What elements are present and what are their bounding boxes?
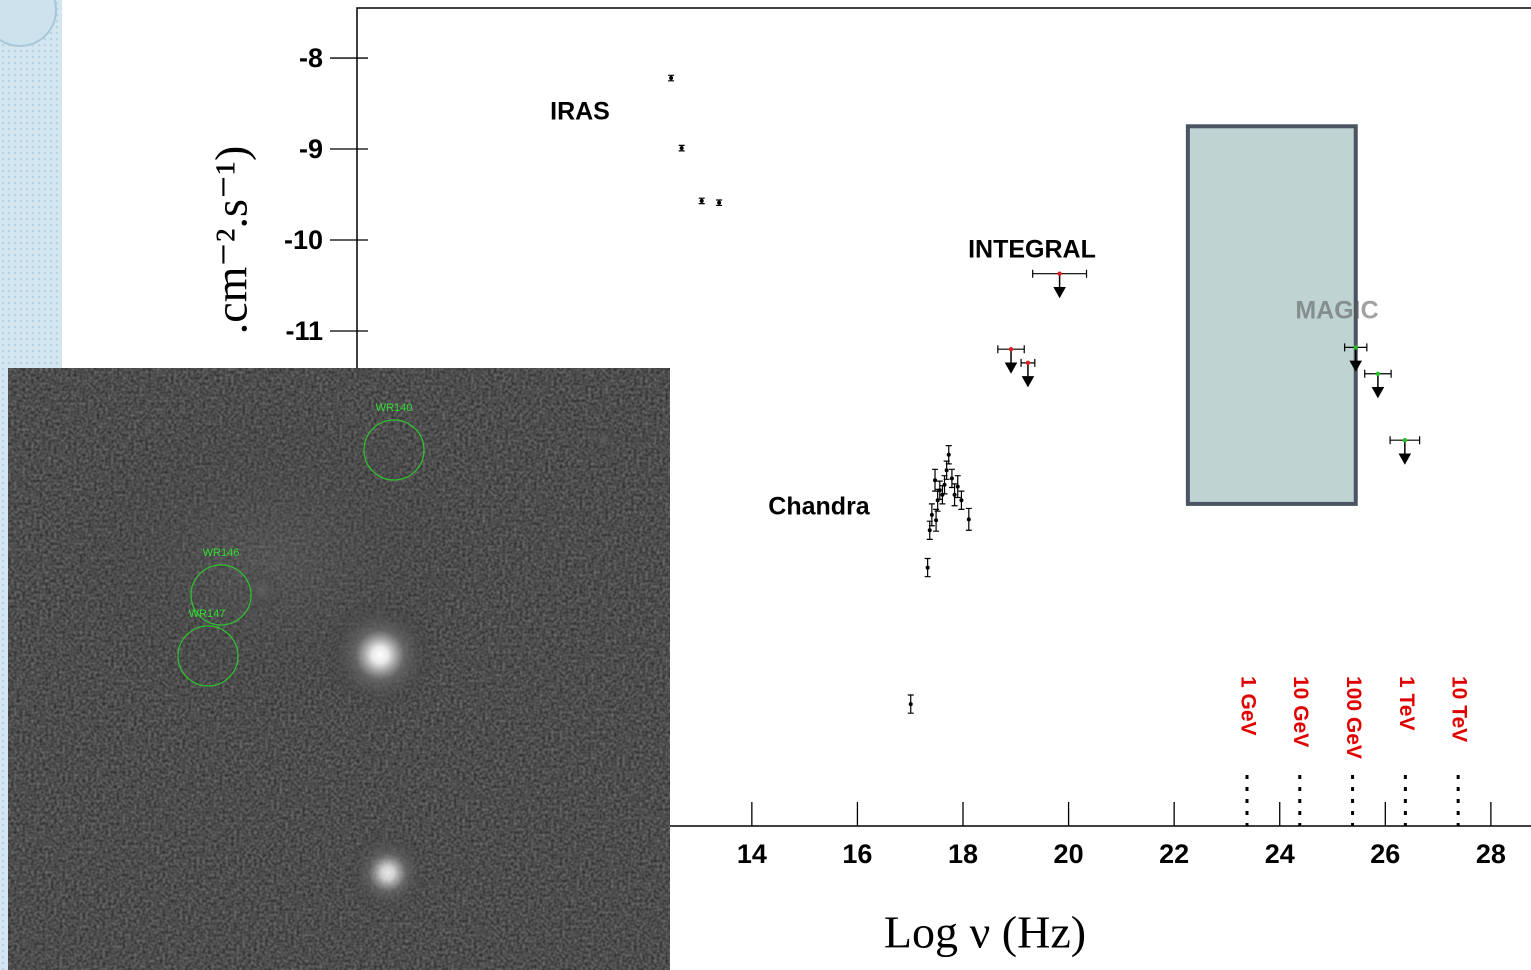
data-point (669, 76, 673, 80)
y-tick-label: -8 (299, 43, 323, 73)
data-point (936, 498, 940, 502)
upper-limit-point (1009, 347, 1013, 351)
slide: -8 -9 -10 -11 14 16 18 20 22 24 26 28 1 GeV 10 GeV 100… (0, 0, 1531, 970)
star (590, 426, 618, 454)
page: {"chart_data": { "type": "scatter", "yla… (0, 0, 1531, 970)
data-point (940, 493, 944, 497)
inset-image: WR140 WR146 WR147 (8, 368, 670, 970)
x-tick-label: 28 (1476, 839, 1506, 869)
x-tick-label: 26 (1370, 839, 1400, 869)
x-tick-label: 18 (948, 839, 978, 869)
energy-marker-label: 10 GeV (1289, 676, 1312, 747)
energy-marker-label: 1 TeV (1395, 676, 1418, 730)
data-point (956, 485, 960, 489)
energy-marker-label: 100 GeV (1342, 676, 1365, 759)
y-axis-title: .cm⁻².s⁻¹) (206, 146, 257, 335)
data-point (950, 476, 954, 480)
star (240, 568, 284, 612)
upper-limit-point (1057, 271, 1061, 275)
data-point (959, 498, 963, 502)
data-point (680, 146, 684, 150)
y-tick-label: -9 (299, 134, 323, 164)
data-point (930, 513, 934, 517)
upper-limit-point (1376, 372, 1380, 376)
star (325, 600, 435, 710)
upper-limit-point (1026, 361, 1030, 365)
data-point (934, 518, 938, 522)
x-tick-label: 14 (737, 839, 767, 869)
x-axis-title: Log ν (Hz) (884, 907, 1086, 958)
upper-limit-point (1354, 345, 1358, 349)
upper-limit-point (1403, 438, 1407, 442)
x-tick-label: 20 (1054, 839, 1084, 869)
x-tick-label: 24 (1265, 839, 1295, 869)
energy-marker-label: 1 GeV (1236, 676, 1259, 736)
data-point (909, 702, 913, 706)
annotation: INTEGRAL (968, 236, 1096, 264)
data-point (928, 528, 932, 532)
energy-marker-label: 10 TeV (1448, 676, 1471, 742)
annotation: Chandra (768, 493, 871, 521)
x-tick-label: 16 (842, 839, 872, 869)
source-label: WR147 (189, 608, 226, 620)
y-tick-label: -11 (285, 316, 323, 346)
data-point (717, 201, 721, 205)
annotation: MAGIC (1295, 297, 1378, 325)
data-point (945, 468, 949, 472)
source-label: WR140 (376, 402, 413, 414)
data-point (926, 566, 930, 570)
data-point (967, 517, 971, 521)
data-point (953, 493, 957, 497)
star (346, 831, 430, 915)
data-point (700, 199, 704, 203)
y-tick-label: -10 (284, 225, 323, 255)
annotation: IRAS (550, 98, 610, 126)
x-tick-label: 22 (1159, 839, 1189, 869)
data-point (933, 478, 937, 482)
source-label: WR146 (203, 547, 240, 559)
data-point (947, 453, 951, 457)
